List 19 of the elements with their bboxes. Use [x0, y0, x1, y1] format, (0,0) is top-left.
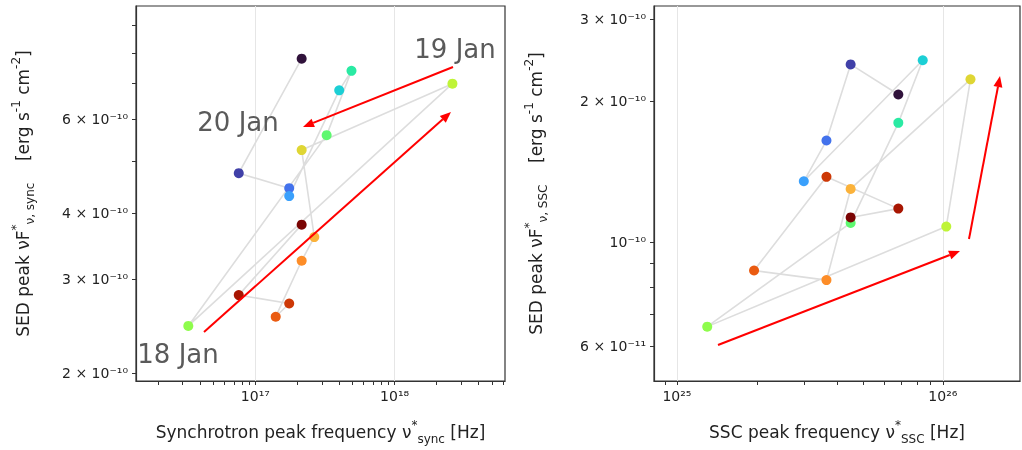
x-axis-title: Synchrotron peak frequency ν*sync [Hz] — [155, 418, 486, 446]
y-tick-label: 6 × 10⁻¹⁰ — [62, 111, 129, 128]
y-tick-label: 4 × 10⁻¹⁰ — [62, 204, 129, 221]
x-tick-label: 10¹⁸ — [380, 388, 410, 404]
x-tick-label: 10¹⁷ — [240, 388, 270, 404]
annotation: 18 Jan — [137, 339, 219, 369]
annotation: 19 Jan — [414, 34, 496, 64]
y-tick-label: 3 × 10⁻¹⁰ — [580, 11, 647, 28]
y-tick-label: 2 × 10⁻¹⁰ — [580, 93, 647, 110]
y-tick-label: 2 × 10⁻¹⁰ — [62, 364, 129, 381]
y-tick-label: 6 × 10⁻¹¹ — [580, 337, 646, 354]
y-tick-label: 3 × 10⁻¹⁰ — [62, 271, 129, 288]
y-tick-label: 10⁻¹⁰ — [609, 234, 647, 251]
x-tick-label: 10²⁶ — [928, 388, 958, 404]
text: SED peak νF*ν, sync [erg s-1 cm-2] — [9, 50, 37, 337]
x-axis-title: SSC peak frequency ν*SSC [Hz] — [709, 418, 965, 446]
x-tick-label: 10²⁵ — [662, 388, 692, 404]
annotation: 20 Jan — [197, 107, 279, 137]
text: SED peak νF*ν, SSC [erg s-1 cm-2] — [522, 52, 550, 335]
